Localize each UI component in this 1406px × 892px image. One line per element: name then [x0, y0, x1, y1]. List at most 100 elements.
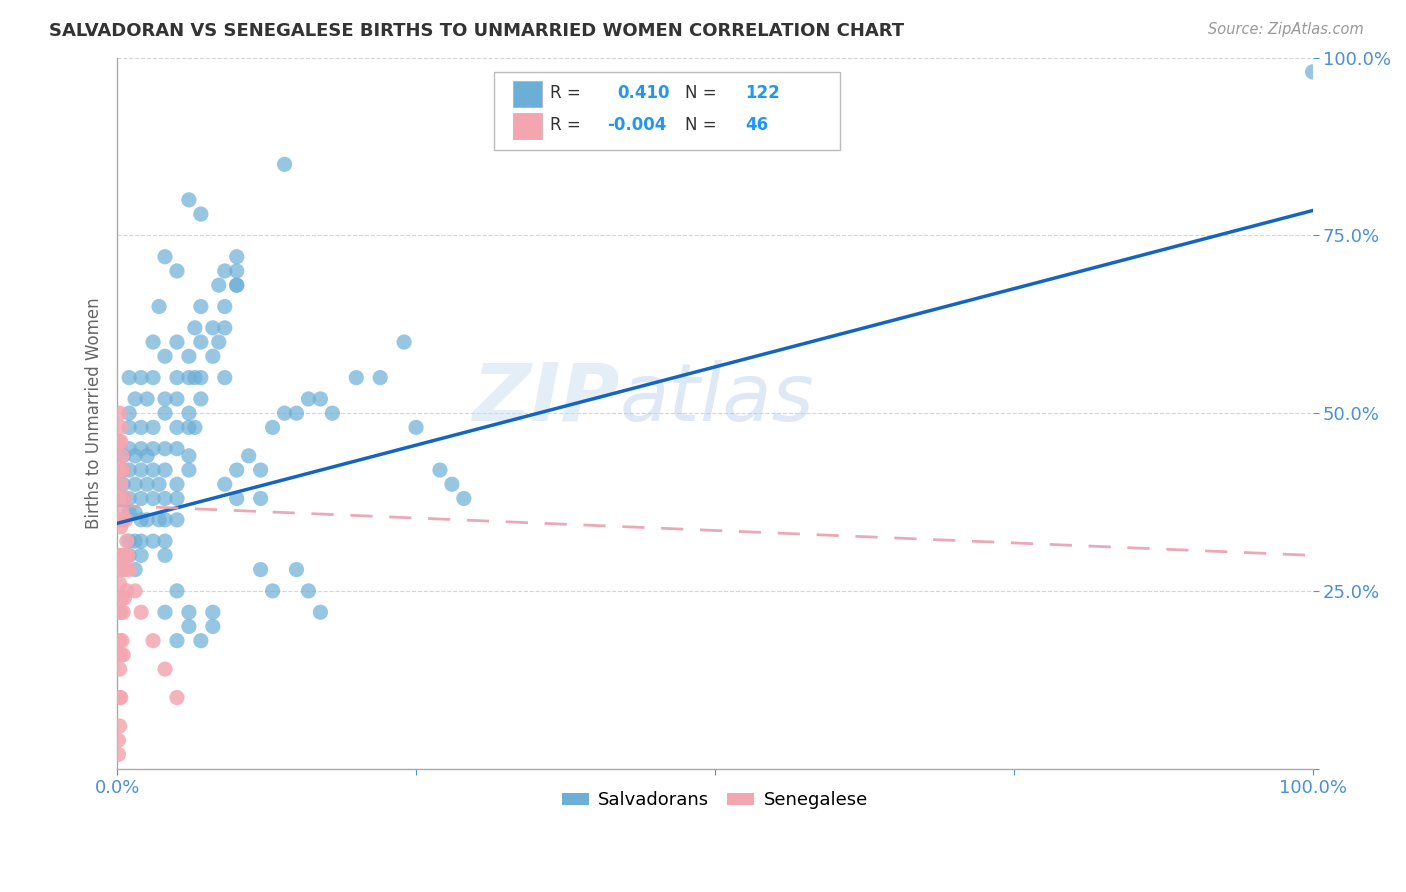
Point: [112, 449, 135, 463]
Point: [124, 449, 146, 463]
Point: [108, 549, 131, 563]
Point: [249, 491, 271, 506]
Point: [166, 264, 188, 278]
Point: [112, 549, 135, 563]
Point: [129, 513, 152, 527]
Point: [129, 463, 152, 477]
Text: R =: R =: [550, 116, 581, 134]
Point: [1302, 65, 1324, 79]
Point: [214, 321, 236, 335]
Point: [111, 591, 134, 605]
Point: [129, 370, 152, 384]
Point: [249, 563, 271, 577]
Point: [309, 605, 332, 619]
Point: [136, 449, 159, 463]
Text: N =: N =: [685, 116, 717, 134]
Point: [136, 513, 159, 527]
Point: [112, 591, 135, 605]
Point: [177, 193, 200, 207]
Point: [201, 349, 224, 363]
Point: [177, 605, 200, 619]
Point: [107, 747, 129, 762]
Point: [201, 321, 224, 335]
Point: [177, 406, 200, 420]
Point: [453, 491, 475, 506]
Point: [166, 690, 188, 705]
Point: [108, 513, 131, 527]
Point: [249, 463, 271, 477]
Point: [108, 463, 131, 477]
Point: [166, 583, 188, 598]
Point: [110, 648, 132, 662]
Point: [225, 250, 247, 264]
Point: [309, 392, 332, 406]
Text: -0.004: -0.004: [607, 116, 666, 134]
Point: [108, 662, 131, 676]
Point: [166, 370, 188, 384]
Point: [110, 520, 132, 534]
FancyBboxPatch shape: [494, 72, 841, 150]
Point: [153, 442, 176, 456]
Point: [112, 491, 135, 506]
Text: SALVADORAN VS SENEGALESE BIRTHS TO UNMARRIED WOMEN CORRELATION CHART: SALVADORAN VS SENEGALESE BIRTHS TO UNMAR…: [49, 22, 904, 40]
Point: [166, 334, 188, 349]
Point: [110, 605, 132, 619]
Point: [142, 491, 165, 506]
Text: 0.410: 0.410: [617, 84, 669, 103]
Point: [142, 420, 165, 434]
Point: [225, 491, 247, 506]
Point: [153, 406, 176, 420]
Point: [153, 662, 176, 676]
Point: [225, 278, 247, 293]
Point: [108, 690, 131, 705]
Point: [225, 264, 247, 278]
Point: [225, 278, 247, 293]
Point: [214, 370, 236, 384]
Point: [118, 370, 141, 384]
Point: [124, 477, 146, 491]
Point: [124, 392, 146, 406]
Point: [297, 392, 319, 406]
Point: [166, 477, 188, 491]
Point: [177, 349, 200, 363]
Point: [136, 392, 159, 406]
Point: [214, 300, 236, 314]
Point: [112, 513, 135, 527]
Point: [129, 491, 152, 506]
Point: [184, 420, 207, 434]
Point: [190, 334, 212, 349]
Point: [118, 534, 141, 549]
Point: [111, 449, 134, 463]
Point: [201, 619, 224, 633]
Point: [214, 477, 236, 491]
Point: [153, 491, 176, 506]
Point: [112, 463, 135, 477]
FancyBboxPatch shape: [513, 81, 541, 107]
Point: [112, 605, 135, 619]
Point: [190, 207, 212, 221]
Text: ZIP: ZIP: [472, 360, 619, 438]
Point: [166, 633, 188, 648]
Point: [184, 321, 207, 335]
Point: [108, 576, 131, 591]
Point: [129, 549, 152, 563]
Point: [112, 463, 135, 477]
Point: [129, 442, 152, 456]
Text: N =: N =: [685, 84, 717, 103]
Point: [148, 477, 170, 491]
Point: [108, 434, 131, 449]
Point: [111, 633, 134, 648]
Point: [368, 370, 391, 384]
Point: [166, 513, 188, 527]
Point: [124, 506, 146, 520]
Point: [108, 633, 131, 648]
Point: [273, 157, 295, 171]
Point: [177, 420, 200, 434]
Point: [142, 463, 165, 477]
Point: [166, 420, 188, 434]
Point: [115, 583, 138, 598]
Point: [110, 563, 132, 577]
Point: [208, 334, 231, 349]
Point: [118, 549, 141, 563]
Point: [190, 633, 212, 648]
